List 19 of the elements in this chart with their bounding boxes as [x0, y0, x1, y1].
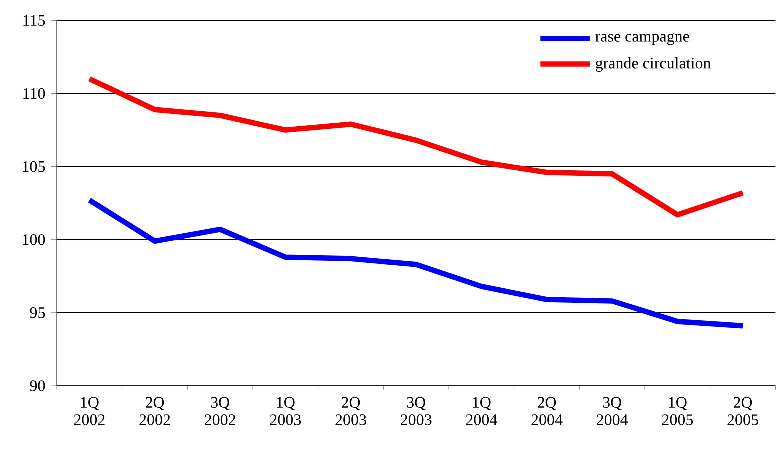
x-tick-label: 2Q 2002	[140, 397, 170, 426]
legend-label: rase campagne	[596, 34, 690, 46]
x-tick-label: 3Q 2002	[205, 397, 236, 426]
y-tick-label: 95	[30, 308, 46, 318]
y-tick-label: 90	[30, 380, 46, 392]
y-tick-label: 100	[23, 234, 46, 246]
x-tick-label: 2Q 2003	[336, 397, 366, 426]
x-tick-label: 2Q 2004	[532, 397, 563, 426]
x-tick-label: 2Q 2005	[728, 397, 758, 426]
legend-label: grande circulation	[596, 58, 712, 72]
x-tick-label: 1Q 2003	[270, 397, 302, 426]
y-tick-label: 115	[24, 15, 46, 26]
x-tick-label: 1Q 2004	[466, 397, 498, 426]
x-tick-label: 3Q 2003	[401, 397, 432, 426]
x-tick-label: 1Q 2005	[662, 397, 694, 426]
x-tick-label: 1Q 2002	[74, 397, 105, 426]
y-tick-label: 105	[23, 161, 46, 172]
x-tick-label: 3Q 2004	[597, 397, 628, 426]
y-tick-label: 110	[24, 88, 46, 100]
